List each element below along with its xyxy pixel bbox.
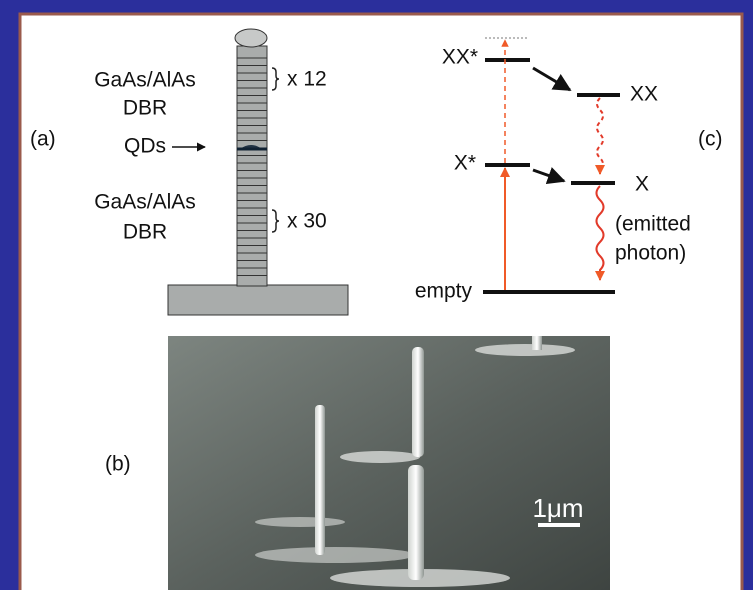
repeat-count: x 30 xyxy=(287,210,327,233)
level-label: XX xyxy=(630,83,658,106)
level-label: X* xyxy=(454,152,476,175)
pillar-shadow xyxy=(340,451,420,463)
pillar-cap xyxy=(235,29,267,47)
pillar-shadow xyxy=(255,547,415,563)
pillar-sem xyxy=(532,336,542,350)
level-label: X xyxy=(635,173,649,196)
panel-label: (a) xyxy=(30,128,56,151)
pillar-sem xyxy=(412,347,424,457)
pillar xyxy=(237,46,267,286)
photon-note: (emitted xyxy=(615,213,691,236)
repeat-count: x 12 xyxy=(287,68,327,91)
figure: GaAs/AlAs DBR x 12 (a) QDs GaAs/AlAs DBR… xyxy=(0,0,753,590)
qd-label: QDs xyxy=(124,135,166,158)
pillar-sem xyxy=(408,465,424,580)
pillar-shadow xyxy=(475,344,575,356)
panel-label: (b) xyxy=(105,453,131,476)
photon-note: photon) xyxy=(615,242,686,265)
level-label: empty xyxy=(415,280,473,303)
pillar-sem xyxy=(315,405,325,555)
panel-label: (c) xyxy=(698,128,723,151)
scale-bar-label: 1μm xyxy=(532,493,583,523)
mirror-material: GaAs/AlAs xyxy=(94,191,196,214)
sem-image xyxy=(168,336,610,590)
mirror-material: GaAs/AlAs xyxy=(94,69,196,92)
mirror-name: DBR xyxy=(123,97,167,120)
pillar-shadow xyxy=(255,517,345,527)
substrate xyxy=(168,285,348,315)
mirror-name: DBR xyxy=(123,221,167,244)
level-label: XX* xyxy=(442,46,478,69)
